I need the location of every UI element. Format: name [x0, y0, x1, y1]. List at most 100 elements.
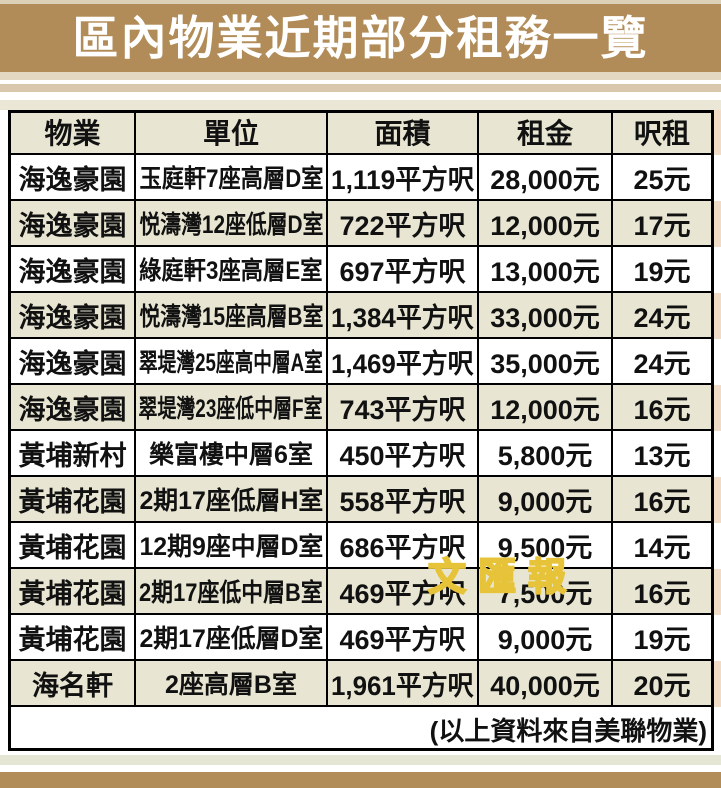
cell-rent-per-sqft: 19元 [633, 256, 691, 287]
cell-unit: 2期17座低層D室 [136, 615, 328, 659]
table-row: 海逸豪園 悦濤灣15座高層B室 1,384平方呎 33,000元 24元 [8, 293, 721, 339]
footer-note: (以上資料來自美聯物業) [429, 715, 707, 746]
row-bleed [714, 431, 721, 477]
cell-unit: 2期17座低層H室 [136, 477, 328, 521]
bottom-stripe [0, 755, 721, 765]
table-row: 黃埔花園 2期17座低層H室 558平方呎 9,000元 16元 [8, 477, 721, 523]
divider-stripe [0, 100, 721, 110]
cell-area: 722平方呎 [328, 201, 479, 245]
table-row: 黃埔花園 2期17座低中層B室 469平方呎 7,500元 16元 [8, 569, 721, 615]
cell-rent-per-sqft: 17元 [633, 210, 691, 241]
column-header-unit: 單位 [136, 110, 328, 153]
cell-rent-per-sqft: 19元 [633, 624, 691, 655]
cell-rent-per-sqft: 25元 [633, 164, 691, 195]
table-row: 海名軒 2座高層B室 1,961平方呎 40,000元 20元 [8, 661, 721, 707]
page-title: 區內物業近期部分租務一覽 [72, 12, 649, 64]
cell-rent-per-sqft: 20元 [633, 670, 691, 701]
column-header-rent-per-sqft: 呎租 [633, 117, 690, 149]
row-bleed [714, 477, 721, 523]
cell-property: 黃埔花園 [11, 615, 136, 659]
top-stripe [0, 0, 721, 4]
bottom-banner [0, 772, 721, 788]
cell-unit: 樂富樓中層6室 [136, 431, 328, 475]
cell-rent: 35,000元 [479, 339, 613, 383]
table-grid: 物業 單位 面積 租金 呎租 海逸豪園 玉庭軒7座高層D室 1,119平方呎 2… [8, 110, 721, 751]
divider-stripe [0, 92, 721, 100]
table-row: 海逸豪園 玉庭軒7座高層D室 1,119平方呎 28,000元 25元 [8, 155, 721, 201]
title-banner: 區內物業近期部分租務一覽 [0, 4, 721, 72]
divider-stripe [0, 751, 721, 755]
row-bleed [714, 201, 721, 247]
cell-unit: 翠堤灣23座低中層F室 [136, 385, 328, 429]
table-row: 黃埔花園 12期9座中層D室 686平方呎 9,500元 14元 [8, 523, 721, 569]
cell-property: 海逸豪園 [11, 247, 136, 291]
table-row: 黃埔新村 樂富樓中層6室 450平方呎 5,800元 13元 [8, 431, 721, 477]
cell-rent-per-sqft: 13元 [633, 440, 691, 471]
cell-area: 558平方呎 [328, 477, 479, 521]
row-bleed [714, 615, 721, 661]
cell-rent: 12,000元 [479, 385, 613, 429]
table-row: 海逸豪園 悦濤灣12座低層D室 722平方呎 12,000元 17元 [8, 201, 721, 247]
row-bleed [714, 247, 721, 293]
cell-property: 海逸豪園 [11, 385, 136, 429]
cell-property: 海逸豪園 [11, 339, 136, 383]
cell-property: 黃埔花園 [11, 569, 136, 613]
divider-stripe [0, 80, 721, 84]
cell-area: 697平方呎 [328, 247, 479, 291]
row-bleed [714, 339, 721, 385]
cell-area: 1,469平方呎 [328, 339, 479, 383]
table-row: 黃埔花園 2期17座低層D室 469平方呎 9,000元 19元 [8, 615, 721, 661]
cell-area: 1,961平方呎 [328, 661, 479, 705]
row-bleed [714, 385, 721, 431]
cell-rent-per-sqft: 14元 [633, 532, 691, 563]
cell-rent-per-sqft: 16元 [633, 486, 691, 517]
cell-area: 450平方呎 [328, 431, 479, 475]
cell-rent: 7,500元 [479, 569, 613, 613]
cell-rent: 33,000元 [479, 293, 613, 337]
table-header-row: 物業 單位 面積 租金 呎租 [8, 110, 721, 155]
cell-area: 469平方呎 [328, 569, 479, 613]
cell-rent: 28,000元 [479, 155, 613, 199]
cell-unit: 12期9座中層D室 [136, 523, 328, 567]
divider-stripe [0, 765, 721, 772]
column-header-rent: 租金 [479, 110, 613, 153]
table-row: 海逸豪園 綠庭軒3座高層E室 697平方呎 13,000元 19元 [8, 247, 721, 293]
cell-area: 743平方呎 [328, 385, 479, 429]
row-bleed [714, 661, 721, 707]
row-bleed [714, 569, 721, 615]
column-header-property: 物業 [11, 110, 136, 153]
row-bleed [714, 155, 721, 201]
table-row: 海逸豪園 翠堤灣23座低中層F室 743平方呎 12,000元 16元 [8, 385, 721, 431]
cell-rent: 9,000元 [479, 615, 613, 659]
column-header-area: 面積 [328, 110, 479, 153]
table-footer-row: (以上資料來自美聯物業) [8, 707, 721, 751]
cell-rent: 9,500元 [479, 523, 613, 567]
row-bleed [714, 110, 721, 155]
cell-unit: 玉庭軒7座高層D室 [136, 155, 328, 199]
cell-property: 海逸豪園 [11, 293, 136, 337]
cell-area: 1,119平方呎 [328, 155, 479, 199]
cell-rent-per-sqft: 16元 [633, 394, 691, 425]
cell-unit: 翠堤灣25座高中層A室 [136, 339, 328, 383]
cell-unit: 悦濤灣12座低層D室 [136, 201, 328, 245]
cell-property: 海逸豪園 [11, 201, 136, 245]
cell-rent: 13,000元 [479, 247, 613, 291]
cell-unit: 悦濤灣15座高層B室 [136, 293, 328, 337]
cell-property: 海逸豪園 [11, 155, 136, 199]
cell-rent: 9,000元 [479, 477, 613, 521]
cell-property: 黃埔花園 [11, 523, 136, 567]
cell-rent-per-sqft: 24元 [633, 302, 691, 333]
cell-rent-per-sqft: 24元 [633, 348, 691, 379]
row-bleed [714, 707, 721, 751]
cell-property: 海名軒 [11, 661, 136, 705]
divider-stripe [0, 72, 721, 80]
divider-stripe [0, 84, 721, 92]
row-bleed [714, 293, 721, 339]
cell-area: 469平方呎 [328, 615, 479, 659]
cell-property: 黃埔新村 [11, 431, 136, 475]
cell-rent: 12,000元 [479, 201, 613, 245]
cell-unit: 綠庭軒3座高層E室 [136, 247, 328, 291]
table-row: 海逸豪園 翠堤灣25座高中層A室 1,469平方呎 35,000元 24元 [8, 339, 721, 385]
cell-area: 1,384平方呎 [328, 293, 479, 337]
